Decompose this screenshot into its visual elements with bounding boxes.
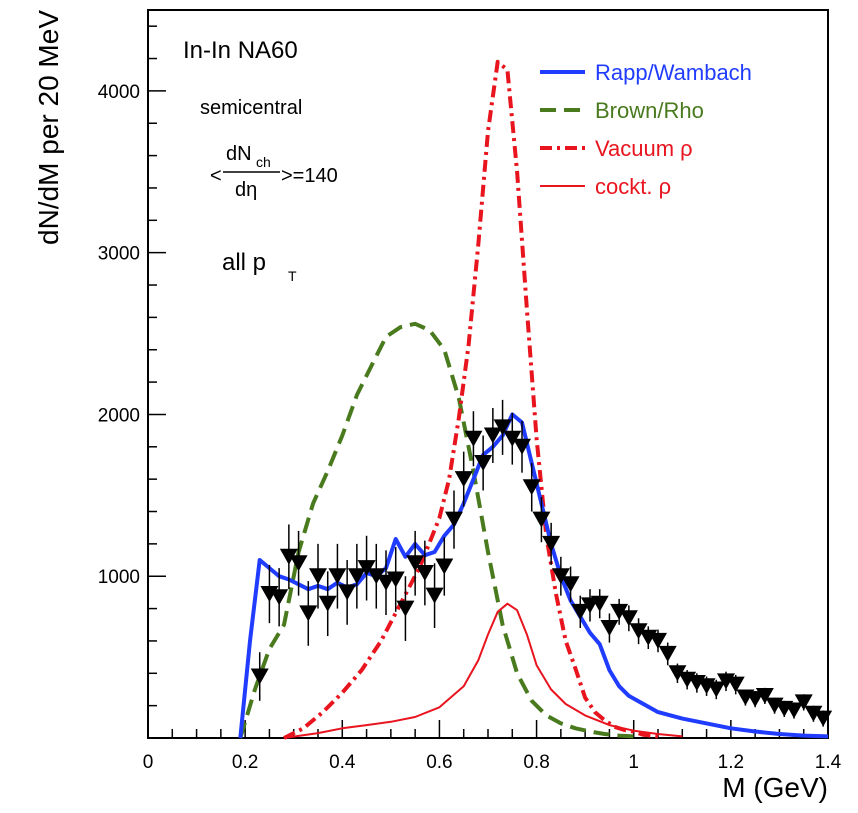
data-point	[464, 430, 483, 447]
legend-label: Vacuum ρ	[595, 136, 693, 161]
x-tick-label: 0.8	[523, 752, 549, 773]
data-point	[250, 668, 269, 685]
data-point	[726, 676, 745, 693]
data-point	[318, 595, 337, 612]
y-tick-label: 2000	[98, 405, 140, 426]
legend: Rapp/Wambach Brown/Rho Vacuum ρ cockt. ρ	[540, 60, 752, 199]
data-point	[396, 600, 415, 617]
data-point	[415, 564, 434, 581]
centrality-label: semicentral	[200, 97, 302, 119]
data-point	[270, 589, 289, 606]
legend-label: cockt. ρ	[595, 174, 671, 199]
legend-label: Rapp/Wambach	[595, 60, 752, 85]
data-point	[299, 605, 318, 622]
y-tick-label: 4000	[98, 82, 140, 103]
data-point	[454, 471, 473, 488]
multiplicity-numerator: dN	[226, 143, 252, 165]
data-point	[571, 603, 590, 620]
experiment-label: In-In NA60	[183, 37, 298, 64]
data-point	[561, 576, 580, 593]
data-point	[406, 555, 425, 572]
data-point	[377, 574, 395, 591]
series-line	[238, 321, 634, 739]
x-tick-label: 0.2	[232, 752, 258, 773]
x-axis-title: M (GeV)	[722, 772, 828, 803]
series-curves	[238, 59, 829, 740]
data-point	[347, 568, 366, 585]
series-line	[283, 59, 659, 740]
data-point	[435, 558, 454, 575]
multiplicity-denominator: dη	[235, 179, 257, 201]
data-point	[668, 665, 687, 682]
y-tick-label: 1000	[98, 567, 140, 588]
x-tick-label: 1.2	[718, 752, 744, 773]
data-point	[804, 705, 823, 722]
series-line	[283, 602, 683, 739]
y-axis-title: dN/dM per 20 MeV	[33, 10, 64, 245]
y-tick-label: 3000	[98, 244, 140, 265]
x-tick-label: 1	[628, 752, 639, 773]
multiplicity-value: >=140	[281, 165, 338, 187]
data-point	[522, 479, 541, 496]
data-point	[532, 511, 551, 528]
data-point	[814, 710, 833, 727]
legend-label: Brown/Rho	[595, 98, 704, 123]
data-point	[794, 694, 813, 711]
x-tick-label: 0	[143, 752, 154, 773]
data-point	[629, 623, 648, 640]
data-point	[619, 610, 638, 627]
data-point	[425, 587, 444, 604]
x-tick-label: 1.4	[815, 752, 842, 773]
y-axis-ticks: 1000 2000 3000 4000	[98, 25, 166, 739]
x-tick-label: 0.4	[329, 752, 356, 773]
multiplicity-numerator-sub: ch	[256, 154, 271, 170]
data-point	[513, 438, 531, 455]
data-point	[707, 681, 726, 698]
data-point	[590, 595, 609, 612]
data-point	[600, 619, 619, 636]
data-point	[474, 454, 493, 471]
data-points	[250, 399, 833, 727]
data-point	[542, 535, 561, 552]
x-tick-label: 0.6	[426, 752, 452, 773]
data-point	[551, 568, 570, 585]
data-point	[785, 702, 803, 719]
data-point	[386, 571, 405, 588]
data-point	[357, 560, 376, 577]
multiplicity-lt: <	[210, 165, 222, 187]
multiplicity-label: < dN ch dη >=140	[210, 143, 338, 201]
data-point	[328, 568, 347, 585]
pt-label-main: all p	[222, 249, 266, 276]
data-point	[503, 430, 522, 447]
data-point	[279, 548, 298, 565]
data-point	[746, 691, 765, 708]
data-point	[755, 687, 774, 704]
data-point	[309, 568, 327, 585]
data-point	[367, 568, 386, 585]
data-point	[658, 645, 677, 662]
data-point	[338, 584, 357, 601]
pt-label: all p T	[222, 249, 297, 284]
data-point	[610, 603, 629, 620]
data-point	[289, 555, 308, 572]
pt-label-sub: T	[288, 268, 297, 284]
data-point	[649, 632, 667, 649]
data-point	[445, 511, 463, 528]
data-point	[483, 427, 502, 444]
data-point	[493, 419, 512, 436]
